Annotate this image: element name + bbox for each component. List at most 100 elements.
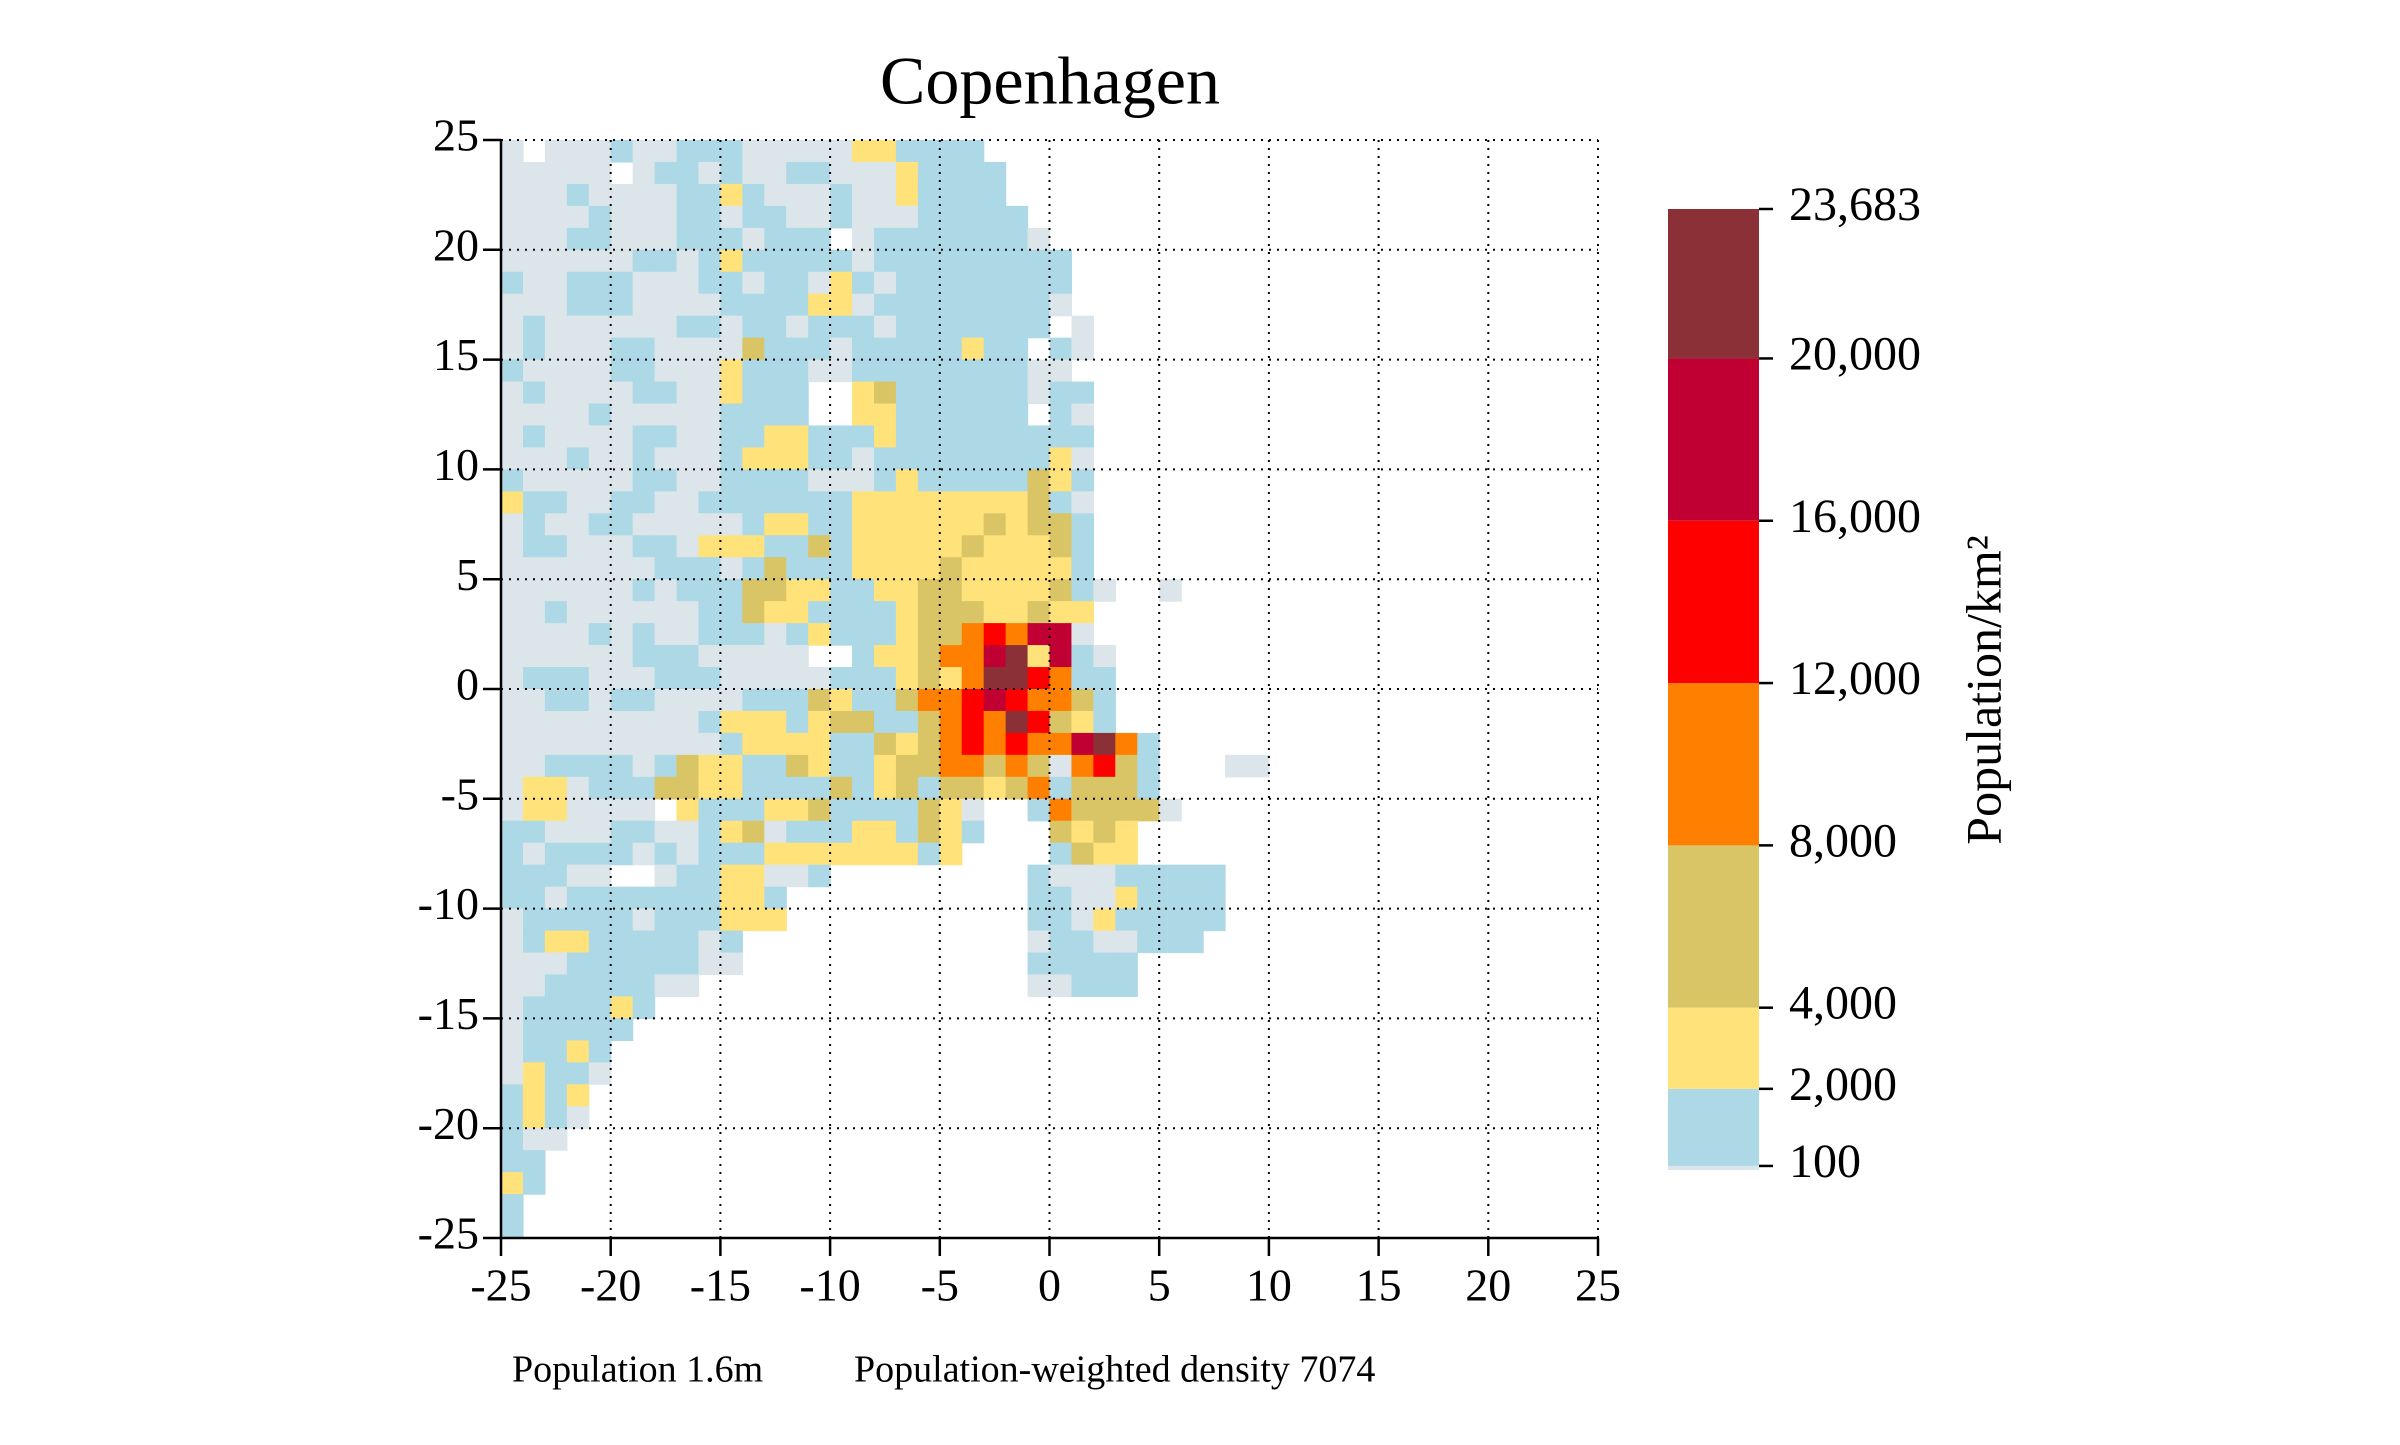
- cell: [1005, 689, 1029, 712]
- cell: [852, 337, 875, 361]
- cell: [610, 491, 634, 514]
- cell: [1027, 425, 1051, 449]
- cell: [830, 491, 853, 514]
- cell: [698, 227, 721, 251]
- cell: [1093, 886, 1116, 910]
- cell: [610, 249, 634, 273]
- cell: [895, 820, 919, 844]
- cell: [764, 776, 787, 800]
- cell: [632, 535, 656, 558]
- cell: [786, 754, 809, 778]
- cell: [610, 293, 634, 317]
- cell: [632, 557, 656, 580]
- cell: [961, 359, 985, 383]
- cell: [764, 623, 787, 646]
- cell: [852, 293, 875, 317]
- cell: [808, 491, 831, 514]
- cell: [852, 205, 875, 229]
- cell: [1027, 930, 1051, 954]
- y-tick-label: 10: [433, 439, 479, 490]
- cell: [522, 535, 546, 558]
- cell: [742, 161, 765, 185]
- cell: [566, 1106, 590, 1129]
- cell: [501, 623, 524, 646]
- cell: [544, 359, 568, 383]
- cell: [698, 689, 721, 712]
- cell: [544, 249, 568, 273]
- cell: [742, 249, 765, 273]
- cell: [1115, 864, 1138, 888]
- cell: [1137, 908, 1160, 932]
- cell: [588, 491, 612, 514]
- cell: [742, 183, 765, 207]
- cell: [522, 205, 546, 229]
- cell: [1093, 842, 1116, 866]
- cell: [720, 447, 743, 470]
- cell: [895, 623, 919, 646]
- cell: [544, 557, 568, 580]
- cell: [852, 381, 875, 405]
- cell: [544, 820, 568, 844]
- cell: [1181, 908, 1204, 932]
- cell: [895, 842, 919, 866]
- cell: [588, 249, 612, 273]
- cell: [698, 557, 721, 580]
- cell: [566, 227, 590, 251]
- cell: [501, 1018, 524, 1041]
- cell: [566, 930, 590, 954]
- cell: [610, 886, 634, 910]
- cell: [1005, 776, 1029, 800]
- cell: [676, 864, 700, 888]
- cell: [786, 535, 809, 558]
- cell: [1027, 579, 1051, 602]
- cell: [1137, 754, 1160, 778]
- cell: [632, 183, 656, 207]
- cell: [632, 689, 656, 712]
- cell: [676, 161, 700, 185]
- cell: [873, 645, 897, 668]
- cell: [1005, 359, 1029, 383]
- cell: [852, 645, 875, 668]
- cell: [873, 667, 897, 690]
- cell: [961, 754, 985, 778]
- cell: [676, 425, 700, 449]
- cell: [1027, 381, 1051, 405]
- cell: [610, 359, 634, 383]
- cell: [808, 798, 831, 822]
- cell: [873, 601, 897, 624]
- cell: [1027, 689, 1051, 712]
- cell: [961, 820, 985, 844]
- cell: [566, 579, 590, 602]
- cell: [786, 732, 809, 756]
- cell: [522, 1128, 546, 1151]
- cell: [522, 864, 546, 888]
- cell: [852, 271, 875, 295]
- cell: [610, 710, 634, 734]
- cell: [1093, 689, 1116, 712]
- cell: [632, 271, 656, 295]
- cell: [1005, 337, 1029, 361]
- cell: [1049, 557, 1073, 580]
- cell: [852, 161, 875, 185]
- cell: [501, 710, 524, 734]
- cell: [852, 535, 875, 558]
- cell: [1027, 623, 1051, 646]
- cell: [786, 491, 809, 514]
- cell: [588, 403, 612, 427]
- cell: [654, 425, 678, 449]
- cell: [764, 864, 787, 888]
- cell: [720, 469, 743, 492]
- x-tick-label: 20: [1465, 1260, 1511, 1311]
- cell: [873, 359, 897, 383]
- cell: [895, 776, 919, 800]
- cell: [1005, 205, 1029, 229]
- cell: [808, 667, 831, 690]
- cell: [939, 842, 963, 866]
- cell: [720, 315, 743, 339]
- cell: [610, 798, 634, 822]
- cell: [830, 337, 853, 361]
- cell: [632, 513, 656, 536]
- cell: [544, 886, 568, 910]
- cell: [961, 645, 985, 668]
